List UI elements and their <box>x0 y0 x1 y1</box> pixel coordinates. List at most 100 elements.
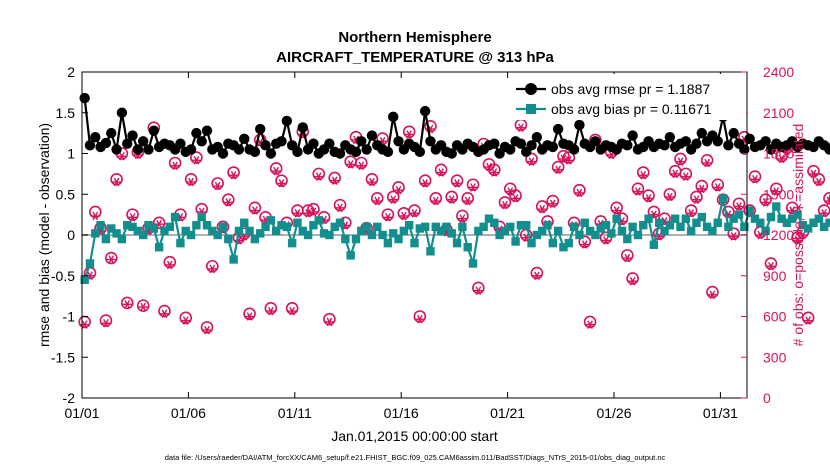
right-tick-label: 0 <box>763 390 771 406</box>
bias-point <box>383 238 393 248</box>
rmse-point <box>723 140 734 151</box>
obs-possible-point <box>89 205 102 219</box>
obs-assimilated-point <box>558 154 568 164</box>
obs-assimilated-point <box>633 187 643 196</box>
obs-possible-point <box>424 120 437 133</box>
x-axis-ticks: 01/01 01/06 01/11 01/16 01/21 01/26 01/31 <box>64 72 738 421</box>
obs-assimilated-point <box>367 177 377 187</box>
bias-point <box>644 214 653 223</box>
obs-assimilated-point <box>346 160 356 169</box>
bias-point <box>378 230 387 240</box>
obs-possible-point <box>120 296 134 310</box>
bias-point <box>670 214 680 223</box>
bias-point <box>452 238 462 248</box>
obs-possible-point <box>706 285 719 299</box>
bias-point <box>128 222 137 232</box>
obs-assimilated-point <box>271 166 281 176</box>
obs-assimilated-point <box>223 198 233 207</box>
chart-title: Northern Hemisphere <box>338 29 491 46</box>
bias-point <box>250 234 260 244</box>
right-axis-label: # of obs: o=possible; ∗=assimilated <box>790 124 806 347</box>
obs-possible-point <box>509 189 522 202</box>
bias-point <box>404 221 414 230</box>
obs-assimilated-point <box>681 172 691 181</box>
legend: obs avg rmse pr = 1.1887 obs avg bias pr… <box>510 74 746 120</box>
obs-possible-point <box>759 193 772 206</box>
obs-possible-point <box>216 220 230 234</box>
obs-assimilated-point <box>500 200 510 210</box>
obs-possible-point <box>126 208 139 221</box>
bias-point <box>346 251 355 260</box>
obs-possible-point <box>136 299 150 312</box>
bias-point <box>713 218 722 227</box>
obs-assimilated-point <box>250 206 260 215</box>
bias-point <box>543 221 552 230</box>
rmse-point <box>393 136 404 147</box>
obs-assimilated-point <box>457 214 467 223</box>
rmse-point <box>297 122 308 133</box>
rmse-point <box>201 125 213 136</box>
obs-assimilated-point <box>564 156 574 165</box>
bias-point <box>271 226 281 236</box>
obs-assimilated-point <box>101 319 111 328</box>
bias-point <box>745 206 754 215</box>
obs-possible-point <box>275 174 288 187</box>
obs-possible-point <box>599 231 613 245</box>
bias-point <box>208 226 217 236</box>
rmse-point <box>233 144 245 155</box>
rmse-point <box>505 144 516 155</box>
obs-possible-point <box>519 228 533 242</box>
obs-assimilated-point <box>473 286 483 295</box>
bias-point <box>91 229 100 238</box>
bias-point <box>224 234 233 244</box>
bias-point <box>277 221 286 230</box>
y-axis-label: rmse and bias (model - observation) <box>36 123 52 347</box>
obs-possible-point <box>370 192 384 205</box>
obs-assimilated-point <box>601 236 611 245</box>
rmse-point <box>659 140 670 151</box>
obs-possible-point <box>557 149 570 163</box>
bias-point <box>490 218 499 227</box>
obs-assimilated-point <box>266 306 276 316</box>
obs-possible-point <box>487 163 501 177</box>
bias-point <box>766 212 776 222</box>
rmse-point <box>292 146 303 158</box>
rmse-point <box>100 137 112 149</box>
chart-titles: Northern Hemisphere AIRCRAFT_TEMPERATURE… <box>276 29 554 66</box>
right-tick-label: 2400 <box>763 64 794 80</box>
rmse-point <box>547 141 559 153</box>
y-tick-label: -0.5 <box>51 268 75 284</box>
obs-assimilated-point <box>410 209 419 218</box>
obs-possible-point <box>695 179 709 193</box>
obs-possible-point <box>152 216 166 230</box>
rmse-point <box>143 144 154 155</box>
obs-assimilated-point <box>527 157 537 166</box>
obs-possible-point <box>674 152 687 166</box>
obs-possible-point <box>700 153 714 167</box>
bias-point <box>303 230 313 240</box>
bias-point <box>357 226 366 236</box>
obs-assimilated-point <box>463 196 473 206</box>
obs-possible-point <box>748 170 762 183</box>
rmse-point <box>388 111 399 123</box>
obs-possible-point <box>626 272 639 285</box>
bias-point <box>798 221 808 230</box>
y-tick-label: 1.5 <box>56 105 76 121</box>
bias-point <box>553 226 563 236</box>
bias-point <box>633 230 643 240</box>
obs-possible-point <box>163 255 177 269</box>
legend-box <box>510 74 746 120</box>
bias-point <box>649 240 659 249</box>
bias-point <box>585 226 595 236</box>
obs-assimilated-point <box>128 213 138 222</box>
right-tick-label: 1500 <box>763 186 794 202</box>
bias-point <box>665 221 675 230</box>
bias-point <box>506 222 515 232</box>
rmse-point <box>84 140 96 151</box>
bias-point <box>330 222 339 232</box>
bias-point <box>447 229 456 238</box>
rmse-point <box>568 144 580 155</box>
obs-assimilated-point <box>186 177 196 187</box>
obs-possible-point <box>243 307 256 321</box>
obs-assimilated-point <box>824 196 830 206</box>
